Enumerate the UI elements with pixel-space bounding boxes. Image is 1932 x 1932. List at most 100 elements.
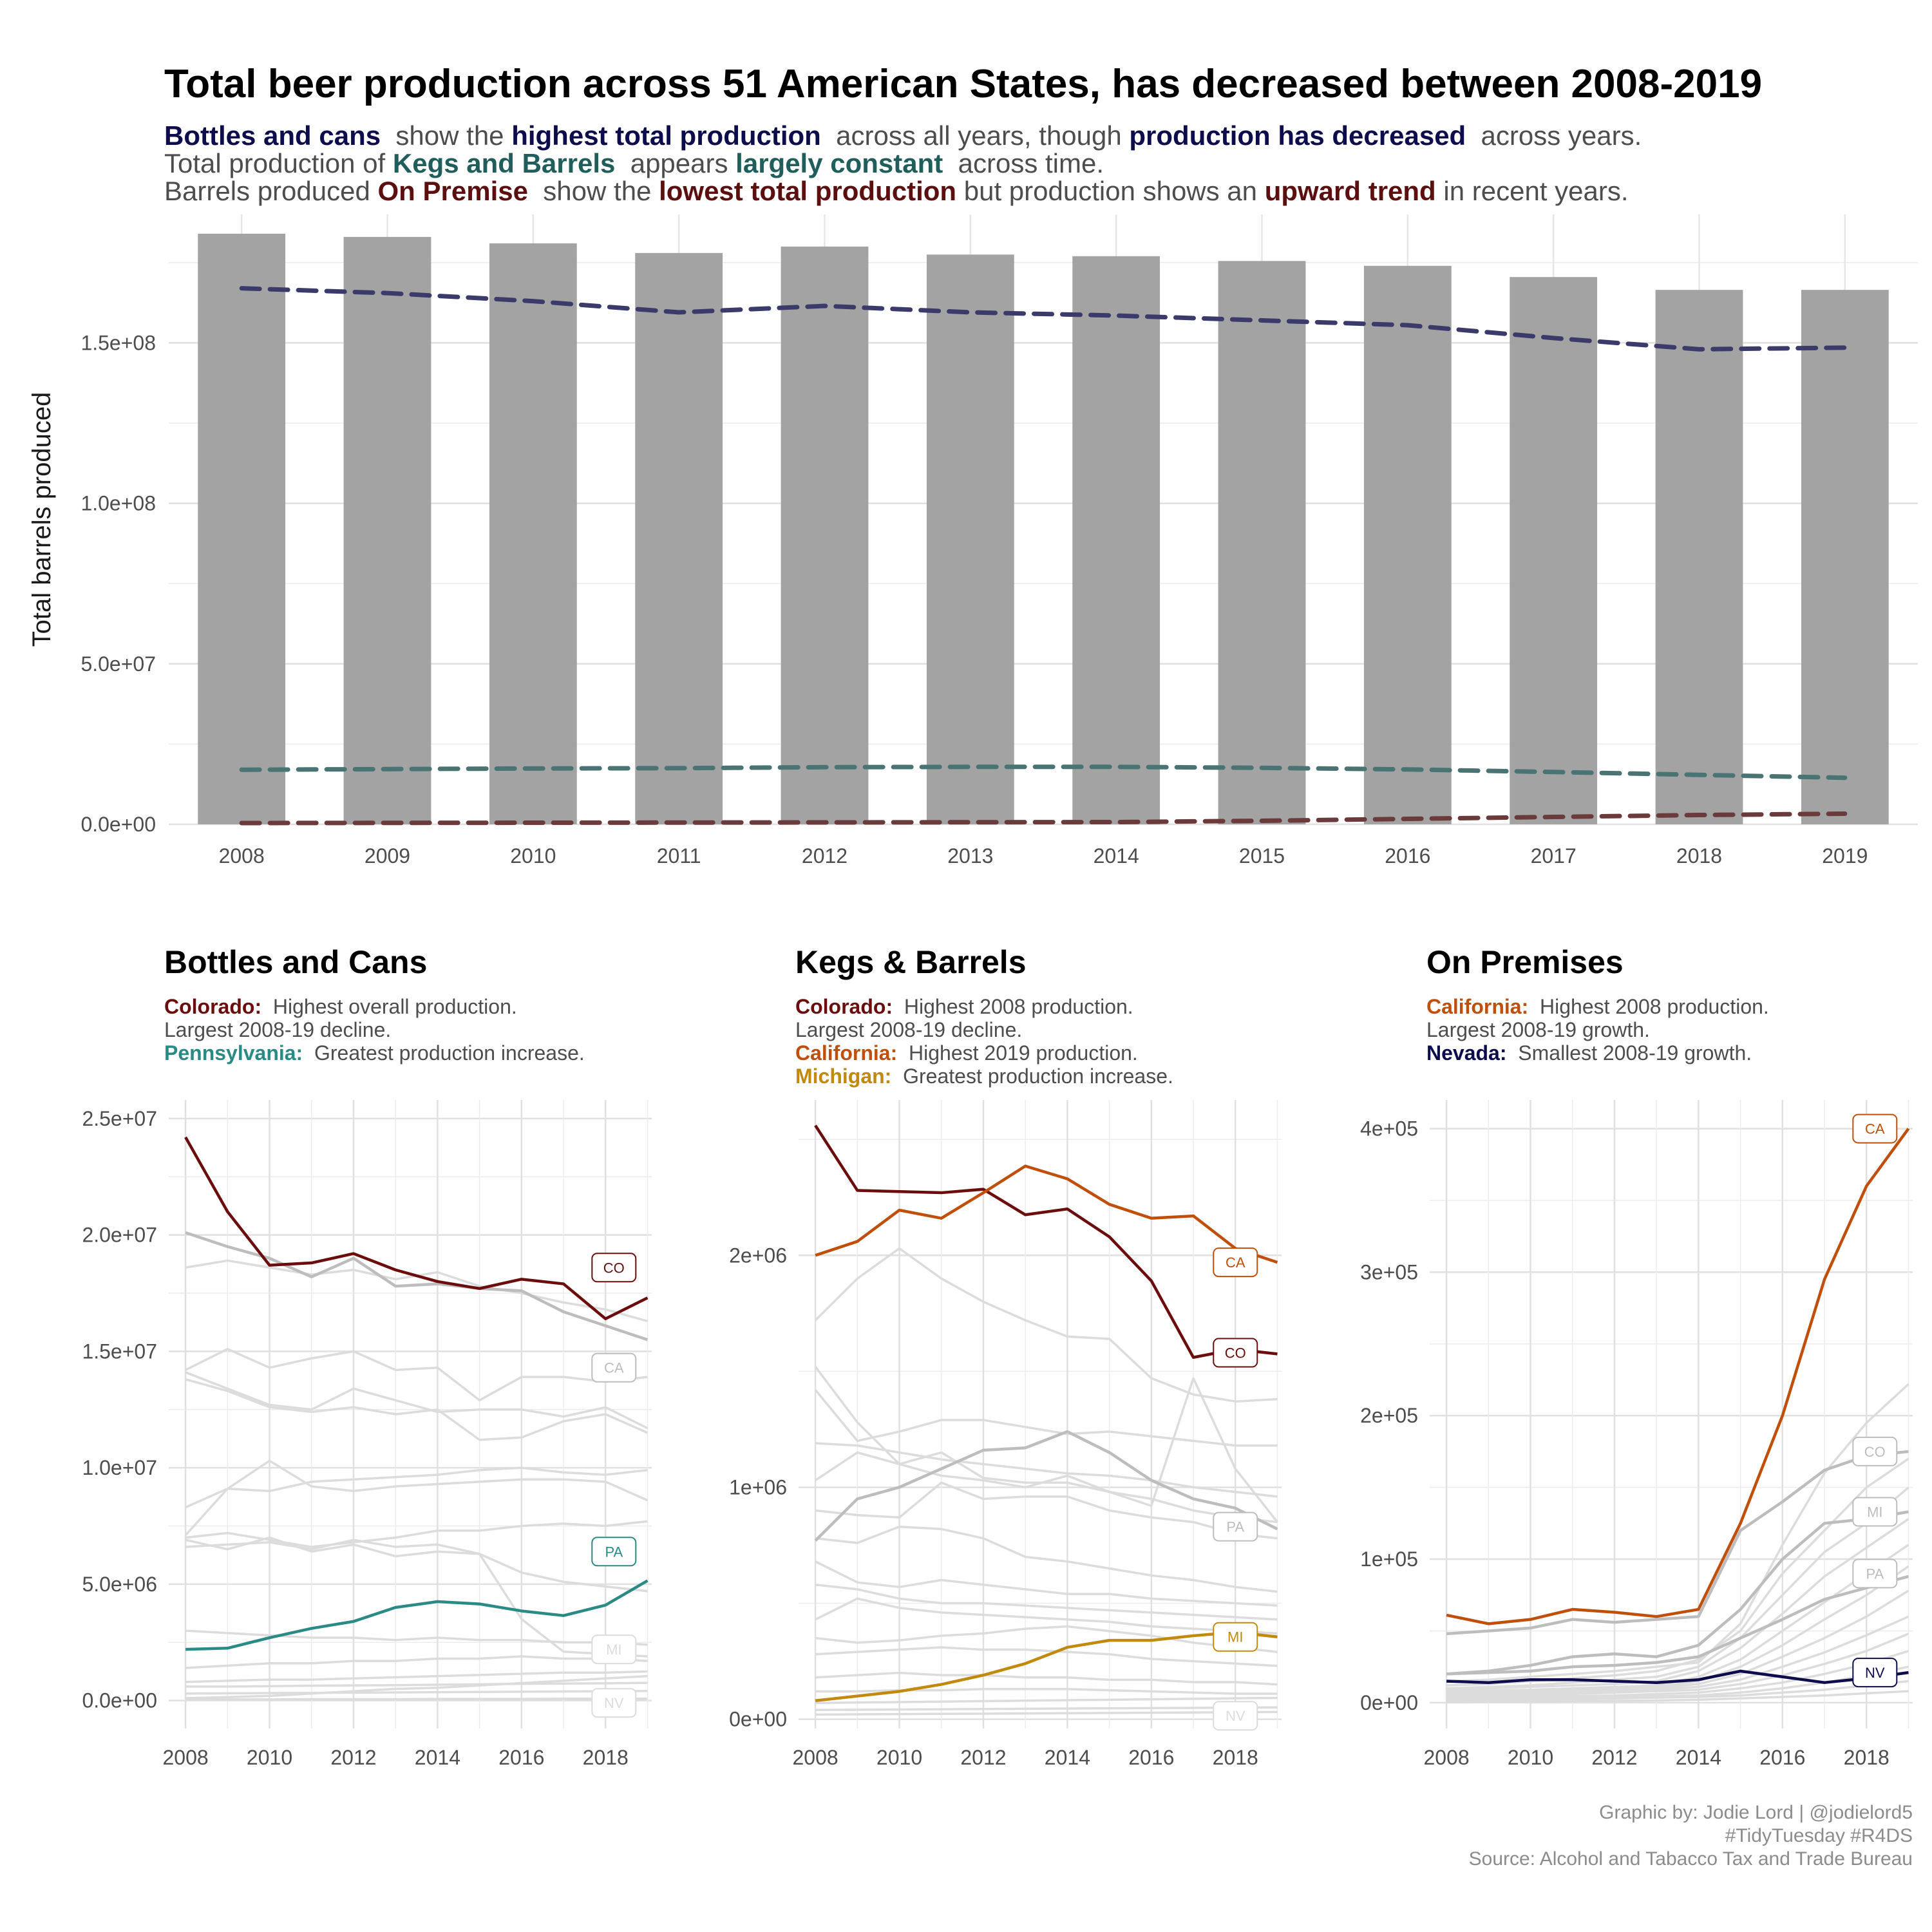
label-pa: PA: [1213, 1511, 1258, 1542]
subtitle-text: across years.: [1466, 120, 1642, 151]
subtitle-text: across all years, though: [820, 120, 1130, 151]
series-line: [185, 1681, 648, 1688]
label-text: NV: [604, 1695, 624, 1711]
panel-2: CO CA PA MI NV 0e+00 1e+06 2e+06 2008 2010 2012 201…: [729, 1100, 1282, 1769]
chart-title: Total beer production across 51 American…: [164, 62, 1763, 106]
series-line: [815, 1671, 1278, 1686]
panel-ytick-label: 0.0e+00: [82, 1689, 157, 1712]
series-line: [1446, 1649, 1909, 1700]
series-line: [185, 1629, 648, 1646]
subtitle-kegs: Kegs and Barrels: [392, 148, 616, 178]
subtitle-line-1: Bottles and cans show the highest total …: [164, 122, 1642, 149]
series-line: [815, 1560, 1278, 1607]
top-xtick-label: 2014: [1094, 844, 1139, 867]
top-xtick-label: 2008: [219, 844, 265, 867]
panel-note-text: Largest 2008-19 growth.: [1426, 1018, 1650, 1041]
label-nv: NV: [1213, 1701, 1258, 1731]
panel-note-text: Highest 2008 production.: [1528, 995, 1769, 1018]
panel-note: Colorado: Highest overall production.: [164, 996, 517, 1017]
panel-note-text: Greatest production increase.: [303, 1041, 585, 1065]
label-text: CO: [1225, 1345, 1246, 1361]
label-box: [591, 1253, 637, 1283]
panel-note-text: Highest 2019 production.: [897, 1041, 1138, 1065]
series-line-pa: [185, 1579, 649, 1651]
panel-note-label: Colorado:: [164, 995, 262, 1018]
series-line: [814, 1247, 1278, 1403]
series-line-ca: [815, 1164, 1278, 1264]
subtitle-line-3: Barrels produced On Premise show the low…: [164, 178, 1629, 205]
top-xtick-label: 2012: [802, 844, 848, 867]
panel-ytick-label: 0e+00: [729, 1708, 787, 1731]
bar-2014: [1072, 256, 1160, 824]
series-line: [185, 1371, 649, 1430]
bar-2019: [1801, 290, 1889, 825]
subtitle-text: show the: [527, 176, 659, 206]
panel-note: Largest 2008-19 growth.: [1426, 1019, 1650, 1040]
panel-note: Nevada: Smallest 2008-19 growth.: [1426, 1043, 1752, 1063]
bar-2008: [198, 233, 286, 824]
label-nv: NV: [1852, 1658, 1898, 1688]
series-line: [185, 1378, 649, 1441]
series-line: [184, 1466, 648, 1537]
subtitle-line-2: Total production of Kegs and Barrels app…: [164, 150, 1104, 177]
series-line-nv: [185, 1697, 648, 1701]
panel-note-label: California:: [1426, 995, 1529, 1018]
subtitle-lowest: lowest total production: [659, 176, 957, 206]
subtitle-text: but production shows an: [956, 176, 1265, 206]
panel-xtick-label: 2016: [1759, 1746, 1805, 1769]
panel-note: Largest 2008-19 decline.: [795, 1019, 1022, 1040]
top-xtick-label: 2013: [947, 844, 993, 867]
series-line-pa: [814, 1430, 1278, 1542]
panel-xtick-label: 2010: [247, 1746, 292, 1769]
top-chart: 0.0e+00 5.0e+07 1.0e+08 1.5e+08 2008 2009 2010…: [28, 214, 1918, 867]
series-line-co: [1446, 1450, 1909, 1636]
panel-xtick-label: 2014: [415, 1746, 460, 1769]
series-line: [815, 1625, 1278, 1653]
bar-2010: [489, 243, 577, 824]
panel-xtick-label: 2018: [583, 1746, 629, 1769]
label-box: [1852, 1113, 1898, 1144]
series-line-nv: [1446, 1669, 1909, 1684]
top-ytick-label: 0.0e+00: [80, 813, 156, 836]
top-xtick-label: 2010: [510, 844, 556, 867]
series-line-mi: [815, 1631, 1278, 1703]
label-box: [591, 1634, 637, 1665]
subtitle-upward: upward trend: [1264, 176, 1436, 206]
panel-note: California: Highest 2008 production.: [1426, 996, 1769, 1017]
subtitle-text: show the: [381, 120, 512, 151]
bar-2017: [1510, 277, 1598, 824]
label-box: [1852, 1436, 1898, 1466]
label-mi: MI: [1852, 1497, 1898, 1527]
panel-note-label: California:: [795, 1041, 898, 1065]
series-line: [1446, 1565, 1909, 1694]
label-text: PA: [1866, 1566, 1884, 1582]
label-text: PA: [605, 1544, 623, 1560]
top-xtick-label: 2016: [1385, 844, 1430, 867]
panel-ytick-label: 2.0e+07: [82, 1224, 157, 1247]
panel-xtick-label: 2018: [1844, 1746, 1889, 1769]
label-box: [1852, 1558, 1898, 1589]
panel-note-text: Largest 2008-19 decline.: [795, 1018, 1023, 1041]
panel-title-premises: On Premises: [1426, 944, 1624, 980]
panel-note-label: Colorado:: [795, 995, 893, 1018]
subtitle-text: in recent years.: [1435, 176, 1629, 206]
subtitle-text: Total production of: [164, 148, 393, 178]
label-text: NV: [1226, 1708, 1245, 1724]
label-text: CO: [1864, 1444, 1886, 1460]
label-text: PA: [1226, 1519, 1244, 1535]
bar-2012: [781, 246, 869, 824]
label-text: MI: [1867, 1504, 1882, 1520]
series-line: [185, 1690, 648, 1695]
panel-note-label: Michigan:: [795, 1065, 892, 1088]
panel-note: Largest 2008-19 decline.: [164, 1019, 391, 1040]
series-line-nv: [815, 1710, 1278, 1716]
series-line: [185, 1348, 648, 1402]
label-text: NV: [1865, 1665, 1885, 1681]
top-ytick-label: 1.5e+08: [80, 331, 156, 354]
series-line: [1446, 1615, 1909, 1697]
top-xtick-label: 2015: [1239, 844, 1285, 867]
label-co: CO: [1852, 1436, 1898, 1466]
panel-note-text: Largest 2008-19 decline.: [164, 1018, 392, 1041]
panel-ytick-label: 2e+06: [729, 1244, 787, 1267]
panel-note-text: Smallest 2008-19 growth.: [1506, 1041, 1752, 1065]
